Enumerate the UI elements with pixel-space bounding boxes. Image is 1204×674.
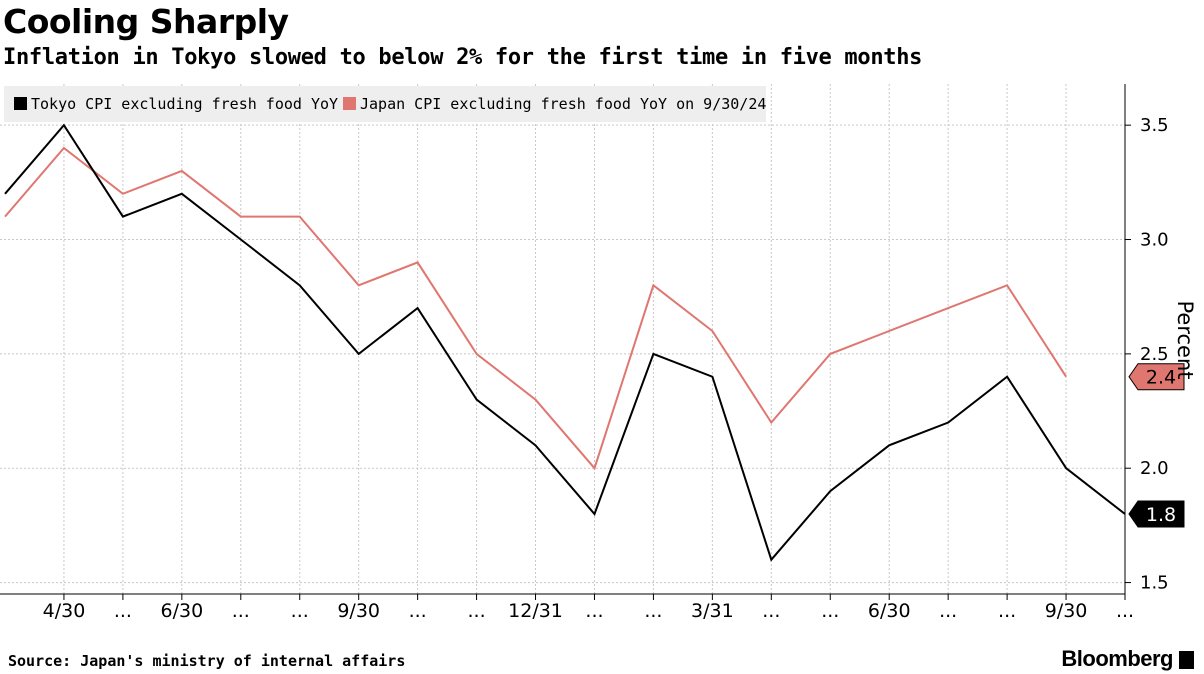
grid-lines xyxy=(0,84,1126,594)
x-tick-label: 4/30 xyxy=(43,600,86,622)
chart-legend: Tokyo CPI excluding fresh food YoY Japan… xyxy=(4,86,766,122)
legend-label-japan: Japan CPI excluding fresh food YoY on 9/… xyxy=(360,95,766,113)
y-tick-label: 2.0 xyxy=(1140,458,1169,479)
x-tick-label: ... xyxy=(468,600,486,622)
y-axis-label: Percent xyxy=(1173,300,1197,379)
x-tick-label: ... xyxy=(114,600,132,622)
legend-swatch-tokyo xyxy=(14,97,27,110)
x-tick-label: 12/31 xyxy=(508,600,563,622)
x-tick-label: ... xyxy=(644,600,662,622)
x-tick-label: 9/30 xyxy=(1045,600,1088,622)
bloomberg-logo: Bloomberg xyxy=(1061,646,1194,672)
y-tick-label: 2.5 xyxy=(1140,344,1169,365)
x-tick-label: 9/30 xyxy=(337,600,380,622)
chart-title: Cooling Sharply xyxy=(3,2,289,41)
end-label-tokyo: 1.8 xyxy=(1146,504,1176,526)
legend-label-tokyo: Tokyo CPI excluding fresh food YoY xyxy=(31,95,338,113)
end-label-japan: 2.4 xyxy=(1146,367,1176,389)
y-tick-label: 1.5 xyxy=(1140,573,1169,594)
x-tick-label: ... xyxy=(821,600,839,622)
x-tick-label: ... xyxy=(762,600,780,622)
legend-background xyxy=(4,86,766,122)
chart-subtitle: Inflation in Tokyo slowed to below 2% fo… xyxy=(3,45,923,70)
x-tick-label: ... xyxy=(998,600,1016,622)
end-label-flag-japan xyxy=(1128,363,1185,391)
x-tick-label: 6/30 xyxy=(161,600,204,622)
x-tick-label: 3/31 xyxy=(691,600,734,622)
y-tick-label: 3.5 xyxy=(1140,115,1169,136)
x-tick-label: ... xyxy=(291,600,309,622)
end-label-flag-tokyo xyxy=(1128,500,1185,528)
x-tick-label: ... xyxy=(409,600,427,622)
x-tick-label: ... xyxy=(232,600,250,622)
x-tick-label: ... xyxy=(585,600,603,622)
source-note: Source: Japan's ministry of internal aff… xyxy=(8,652,406,670)
series-line-japan xyxy=(4,146,1067,471)
x-tick-label: 6/30 xyxy=(868,600,911,622)
legend-swatch-japan xyxy=(343,97,356,110)
brand-mark-icon xyxy=(1179,651,1194,669)
y-tick-label: 3.0 xyxy=(1140,230,1169,251)
x-tick-label: ... xyxy=(1116,600,1134,622)
x-tick-label: ... xyxy=(939,600,957,622)
series-line-tokyo xyxy=(4,123,1126,562)
brand-text: Bloomberg xyxy=(1061,646,1173,671)
